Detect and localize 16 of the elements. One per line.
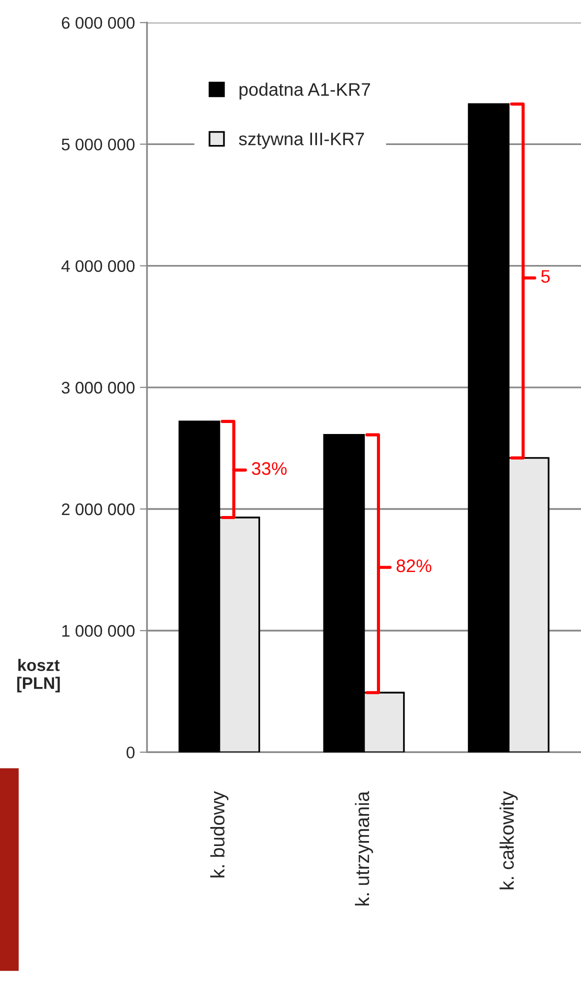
x-tick-label: k. utrzymania	[354, 791, 374, 906]
annotation: 5	[541, 270, 550, 283]
y-tick-label: 0	[126, 746, 135, 758]
legend-label: podatna A1-KR7	[240, 82, 370, 100]
x-tick-label: k. całkowity	[500, 791, 518, 890]
y-tick-label: 2 000 000	[62, 503, 135, 516]
y-tick-label: 3 000 000	[62, 382, 135, 394]
annotation: 82%	[396, 559, 432, 572]
legend-label: sztywna III-KR7	[238, 132, 364, 149]
y-tick-label: 4 000 000	[61, 260, 135, 272]
y-tick-label: 1 000 000	[62, 625, 135, 637]
annotation: 33%	[252, 462, 287, 475]
y-tick-label: 6 000 000	[62, 16, 135, 29]
y-tick-label: 5 000 000	[62, 138, 135, 150]
y-axis-title: koszt [PLN]	[17, 658, 60, 692]
x-tick-label: k. budowy	[210, 791, 228, 878]
